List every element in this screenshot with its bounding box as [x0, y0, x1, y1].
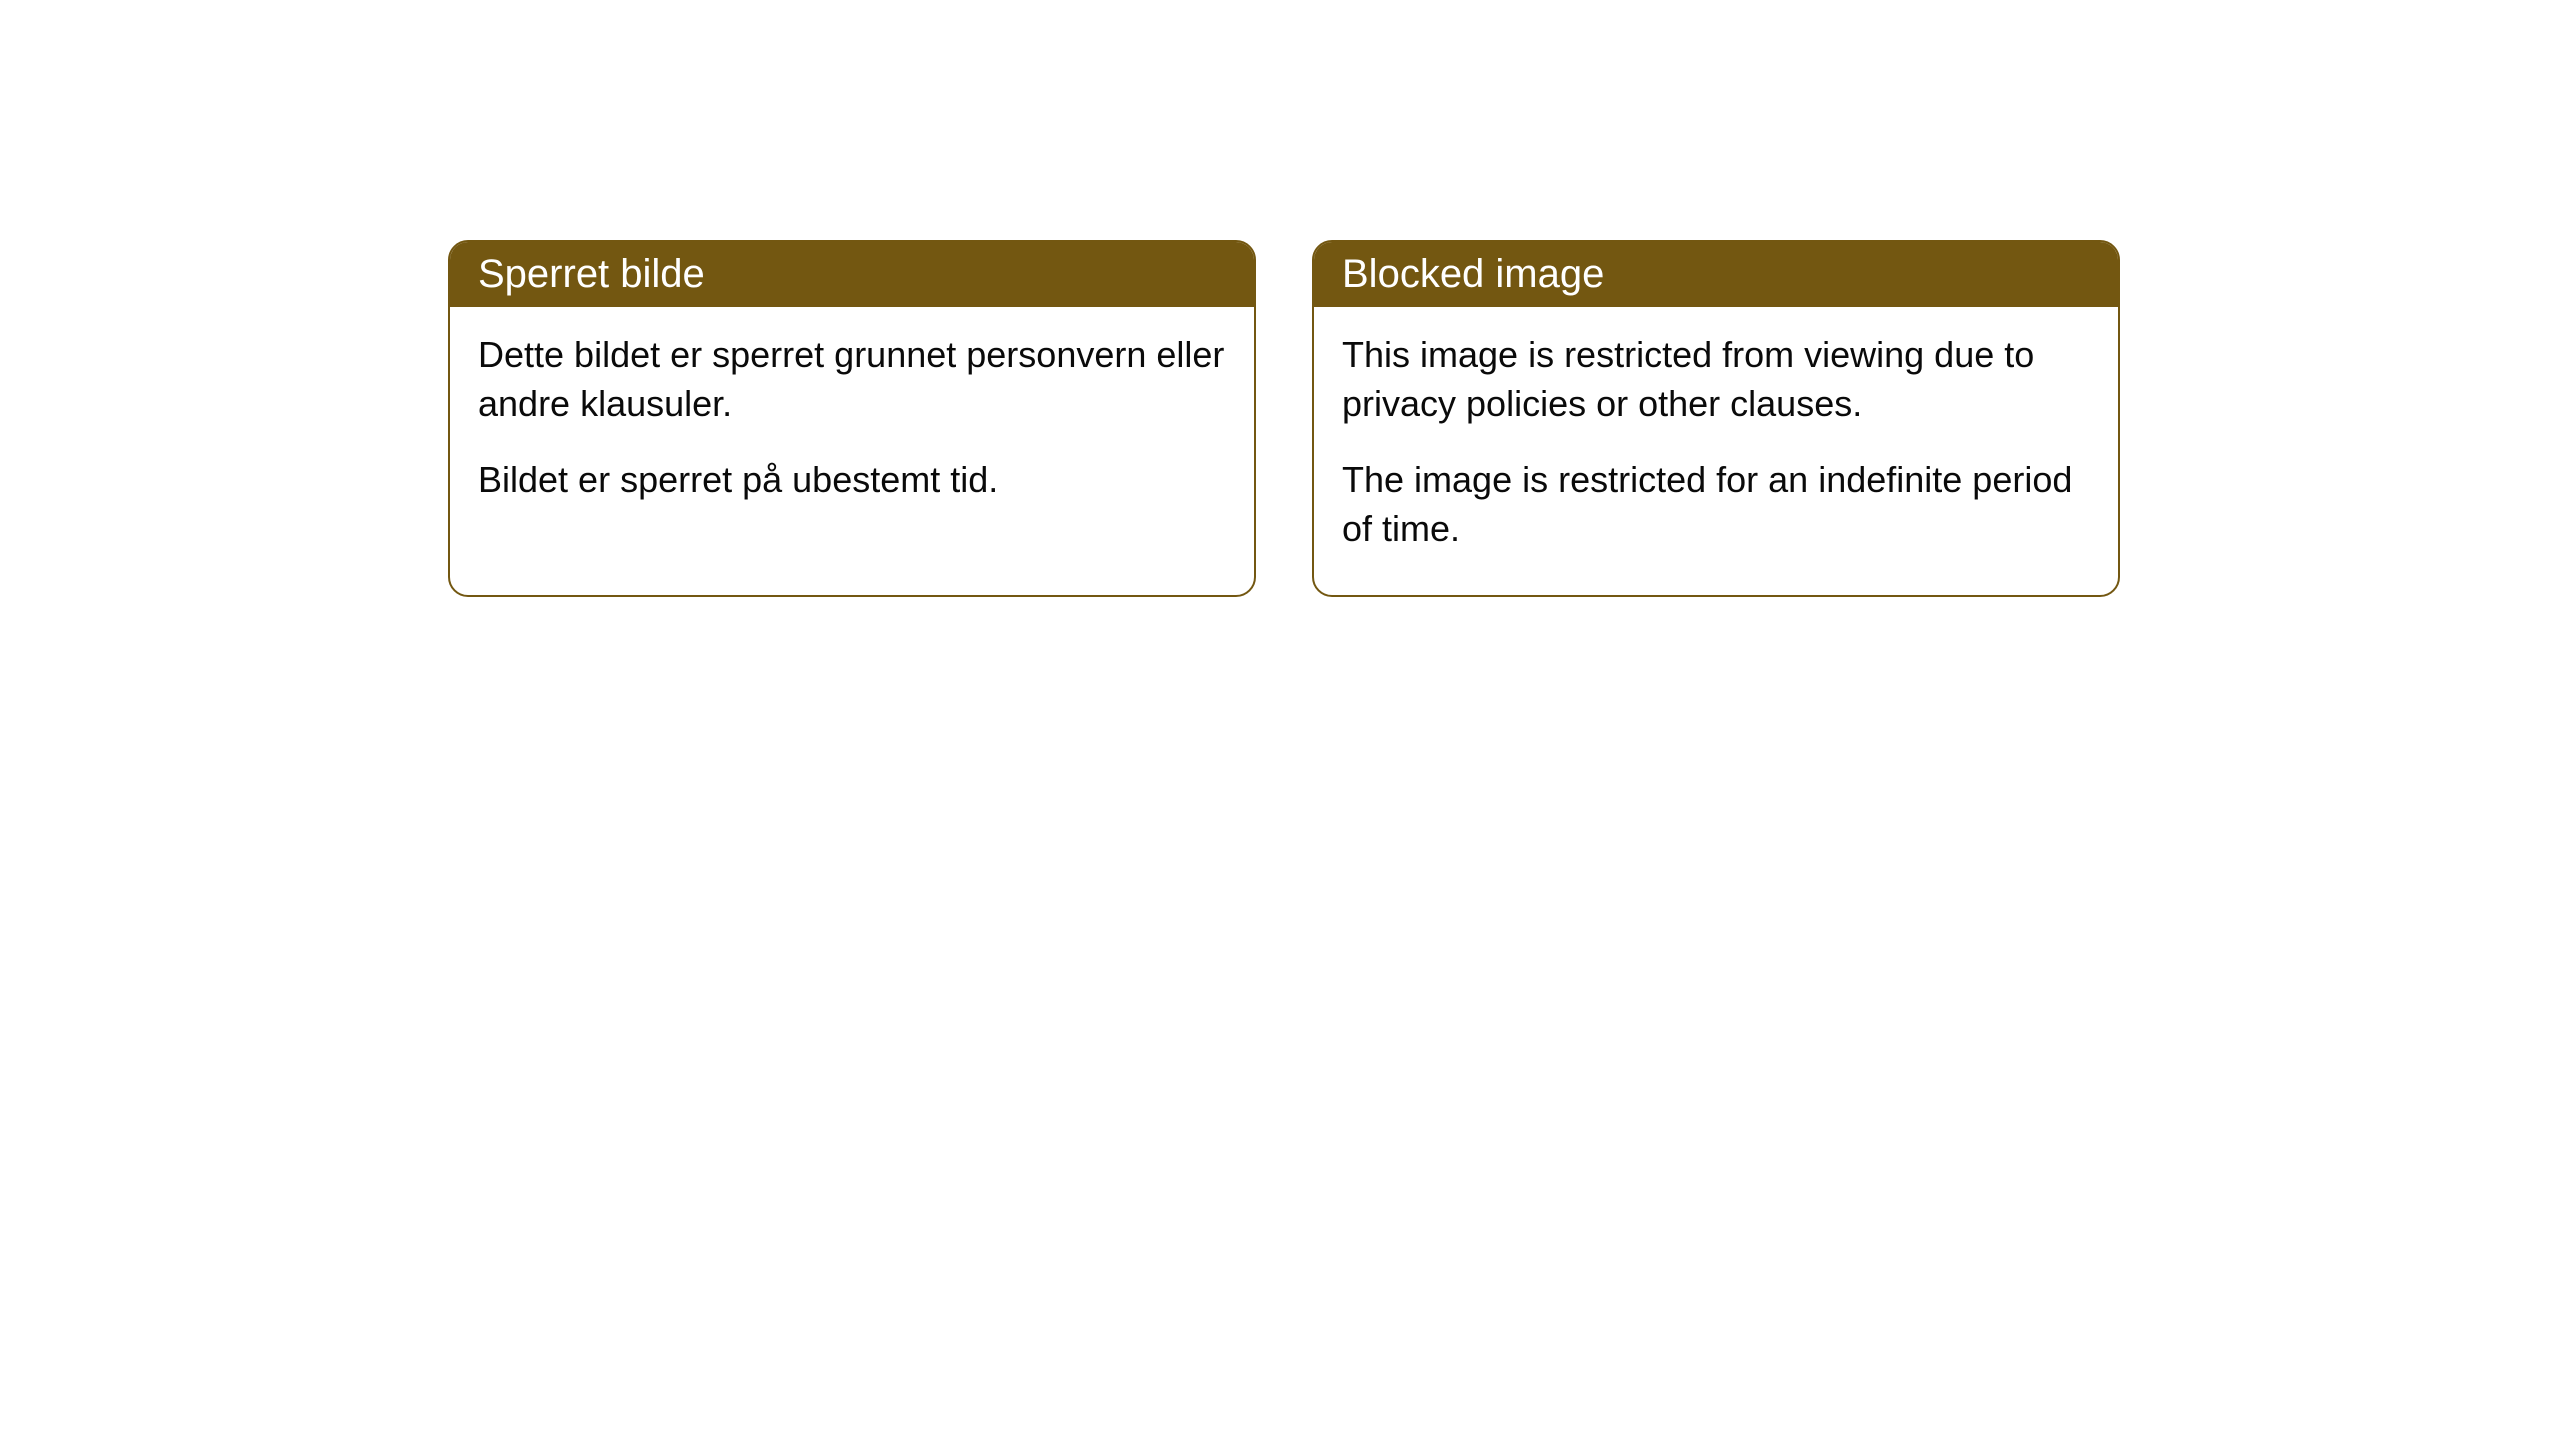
card-text-1: This image is restricted from viewing du…	[1342, 331, 2090, 428]
card-header-english: Blocked image	[1314, 242, 2118, 307]
blocked-image-card-norwegian: Sperret bilde Dette bildet er sperret gr…	[448, 240, 1256, 597]
card-text-1: Dette bildet er sperret grunnet personve…	[478, 331, 1226, 428]
card-text-2: Bildet er sperret på ubestemt tid.	[478, 456, 1226, 505]
card-text-2: The image is restricted for an indefinit…	[1342, 456, 2090, 553]
card-title: Blocked image	[1342, 252, 1604, 296]
cards-container: Sperret bilde Dette bildet er sperret gr…	[448, 240, 2120, 597]
card-body-english: This image is restricted from viewing du…	[1314, 307, 2118, 595]
card-body-norwegian: Dette bildet er sperret grunnet personve…	[450, 307, 1254, 547]
card-title: Sperret bilde	[478, 252, 705, 296]
blocked-image-card-english: Blocked image This image is restricted f…	[1312, 240, 2120, 597]
card-header-norwegian: Sperret bilde	[450, 242, 1254, 307]
